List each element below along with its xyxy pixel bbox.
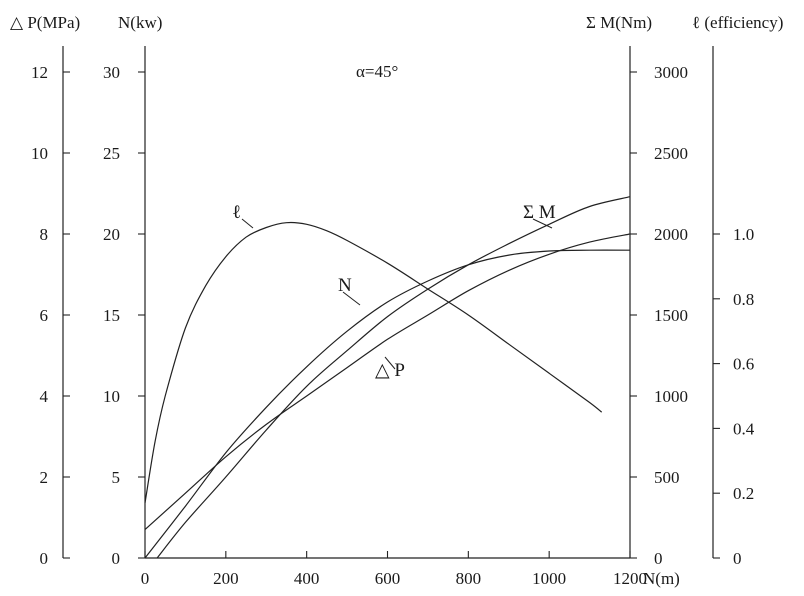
x-tick-label: 800 <box>456 569 482 588</box>
y-tick-label-dp: 0 <box>40 549 49 568</box>
y-axis-title-dp: △ P(MPa) <box>10 13 80 32</box>
series-line-n <box>144 249 631 559</box>
y-tick-label-n: 20 <box>103 225 120 244</box>
y-axis-title-n: N(kw) <box>118 13 162 32</box>
series-label-n: N <box>338 275 352 296</box>
series-line-m <box>156 196 631 559</box>
series-label-m: Σ M <box>523 202 556 223</box>
x-tick-label: 1000 <box>532 569 566 588</box>
series-leader-eff <box>241 218 254 229</box>
y-tick-label-dp: 4 <box>40 387 49 406</box>
alpha-annotation: α=45° <box>356 62 398 81</box>
y-tick-label-n: 10 <box>103 387 120 406</box>
y-tick-label-n: 0 <box>112 549 121 568</box>
y-tick-label-m: 2000 <box>654 225 688 244</box>
y-tick-label-m: 2500 <box>654 144 688 163</box>
y-tick-label-eff: 0.2 <box>733 484 754 503</box>
x-tick-label: 600 <box>375 569 401 588</box>
y-tick-label-eff: 0 <box>733 549 742 568</box>
y-tick-label-n: 25 <box>103 144 120 163</box>
y-tick-label-m: 3000 <box>654 63 688 82</box>
y-axis-title-m: Σ M(Nm) <box>586 13 652 32</box>
series-leader-dp <box>384 356 396 370</box>
y-tick-label-dp: 12 <box>31 63 48 82</box>
x-tick-label: 400 <box>294 569 320 588</box>
y-tick-label-m: 1500 <box>654 306 688 325</box>
y-tick-label-m: 0 <box>654 549 663 568</box>
series-leader-n <box>342 291 361 306</box>
series-leader-m <box>532 218 553 229</box>
x-tick-label: 0 <box>141 569 150 588</box>
y-tick-label-eff: 0.8 <box>733 290 754 309</box>
curves-layer <box>144 196 631 559</box>
y-axis-title-eff: ℓ (efficiency) <box>692 13 783 32</box>
y-tick-label-m: 500 <box>654 468 680 487</box>
series-line-eff <box>144 221 603 503</box>
y-tick-label-n: 5 <box>112 468 121 487</box>
y-tick-label-dp: 6 <box>40 306 49 325</box>
y-tick-label-n: 15 <box>103 306 120 325</box>
x-axis-title: N(m) <box>643 569 680 588</box>
x-tick-label: 1200 <box>613 569 647 588</box>
y-tick-label-eff: 0.4 <box>733 419 755 438</box>
series-line-dp <box>144 233 631 531</box>
y-tick-label-n: 30 <box>103 63 120 82</box>
y-tick-label-eff: 1.0 <box>733 225 754 244</box>
y-tick-label-dp: 10 <box>31 144 48 163</box>
series-label-dp: △ P <box>375 360 405 381</box>
series-label-eff: ℓ <box>232 202 241 223</box>
x-tick-label: 200 <box>213 569 239 588</box>
y-tick-label-eff: 0.6 <box>733 355 754 374</box>
labels-layer: ℓ N Σ M △ P <box>232 202 556 381</box>
y-tick-label-dp: 8 <box>40 225 49 244</box>
y-tick-label-m: 1000 <box>654 387 688 406</box>
y-tick-label-dp: 2 <box>40 468 49 487</box>
